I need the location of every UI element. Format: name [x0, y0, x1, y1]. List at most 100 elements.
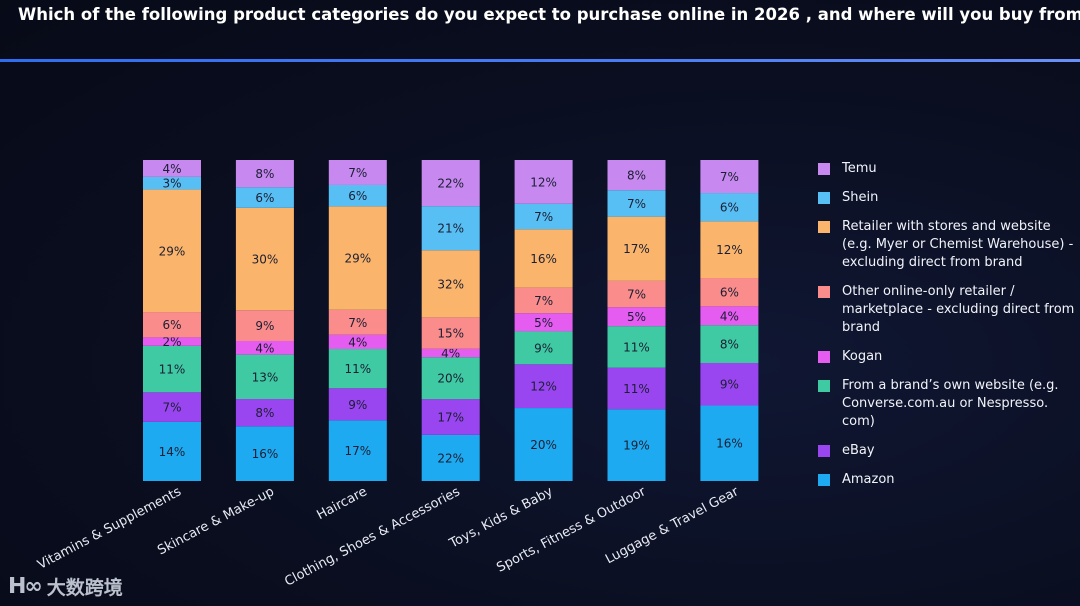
data-label: 4%	[162, 162, 181, 176]
bar-segment-vitamins-supplements-other-online-only-retailer[interactable]	[143, 312, 201, 338]
bar-segment-toys-kids-baby-amazon[interactable]	[514, 408, 573, 481]
bar-segment-sports-fitness-outdoor-temu[interactable]	[607, 160, 666, 191]
data-label: 11%	[623, 382, 650, 396]
bar-segment-toys-kids-baby-kogan[interactable]	[514, 313, 573, 332]
legend-item-brand-website[interactable]: From a brand’s own website (e.g. Convers…	[818, 377, 1078, 431]
bar-segment-sports-fitness-outdoor-ebay[interactable]	[607, 367, 666, 410]
legend-label-other-online: Other online-only retailer / marketplace…	[842, 284, 1075, 335]
bar-segment-vitamins-supplements-amazon[interactable]	[143, 421, 201, 481]
data-label: 12%	[530, 380, 557, 394]
bar-segment-skincare-make-up-ebay[interactable]	[235, 399, 294, 427]
data-label: 4%	[720, 309, 739, 323]
bar-segment-toys-kids-baby-ebay[interactable]	[514, 364, 573, 409]
bar-segment-clothing-shoes-accessories-shein[interactable]	[421, 206, 480, 251]
data-label: 6%	[255, 191, 274, 205]
bar-segment-skincare-make-up-amazon[interactable]	[235, 426, 294, 481]
legend-swatch-brand-website	[818, 380, 830, 392]
legend-swatch-kogan	[818, 351, 830, 363]
bar-segment-luggage-travel-gear-amazon[interactable]	[700, 405, 759, 481]
legend-item-amazon[interactable]: Amazon	[818, 471, 1078, 489]
bar-segment-sports-fitness-outdoor-retailer-with-stores-and-website[interactable]	[607, 216, 666, 281]
x-tick-label: Haircare	[314, 484, 369, 523]
bar-segment-toys-kids-baby-temu[interactable]	[514, 160, 573, 204]
legend-item-other-online[interactable]: Other online-only retailer / marketplace…	[818, 283, 1078, 337]
bar-segment-vitamins-supplements-shein[interactable]	[143, 176, 201, 190]
data-label: 21%	[437, 222, 464, 236]
bar-segment-haircare-from-a-brand-s-own-website[interactable]	[328, 349, 387, 389]
bar-segment-haircare-other-online-only-retailer[interactable]	[328, 309, 387, 335]
data-label: 16%	[252, 447, 279, 461]
legend-item-ebay[interactable]: eBay	[818, 442, 1078, 460]
bar-segment-skincare-make-up-temu[interactable]	[235, 160, 294, 188]
data-label: 14%	[159, 445, 186, 459]
bar-segment-luggage-travel-gear-shein[interactable]	[700, 193, 759, 222]
bar-segment-vitamins-supplements-from-a-brand-s-own-website[interactable]	[143, 345, 201, 393]
legend-label-temu: Temu	[842, 161, 877, 176]
data-label: 7%	[534, 294, 553, 308]
bar-segment-luggage-travel-gear-kogan[interactable]	[700, 306, 759, 326]
bar-segment-clothing-shoes-accessories-kogan[interactable]	[421, 348, 480, 358]
legend-swatch-amazon	[818, 474, 830, 486]
data-label: 22%	[437, 451, 464, 465]
bar-segment-skincare-make-up-shein[interactable]	[235, 187, 294, 208]
data-label: 12%	[530, 175, 557, 189]
bar-segment-haircare-ebay[interactable]	[328, 388, 387, 421]
legend-item-temu[interactable]: Temu	[818, 160, 1078, 178]
legend-item-shein[interactable]: Shein	[818, 189, 1078, 207]
bar-segment-vitamins-supplements-kogan[interactable]	[143, 337, 201, 346]
bar-segment-haircare-retailer-with-stores-and-website[interactable]	[328, 206, 387, 310]
bar-segment-clothing-shoes-accessories-other-online-only-retailer[interactable]	[421, 317, 480, 349]
data-label: 5%	[534, 316, 553, 330]
bar-segment-luggage-travel-gear-ebay[interactable]	[700, 362, 759, 406]
legend-item-retailer[interactable]: Retailer with stores and website (e.g. M…	[818, 218, 1078, 272]
data-label: 8%	[720, 338, 739, 352]
bar-segment-skincare-make-up-retailer-with-stores-and-website[interactable]	[235, 207, 294, 311]
data-label: 29%	[159, 244, 186, 258]
bar-segment-skincare-make-up-kogan[interactable]	[235, 340, 294, 355]
bar-segment-toys-kids-baby-other-online-only-retailer[interactable]	[514, 287, 573, 314]
bar-segment-clothing-shoes-accessories-amazon[interactable]	[421, 434, 480, 481]
bar-segment-luggage-travel-gear-retailer-with-stores-and-website[interactable]	[700, 221, 759, 279]
bar-segment-sports-fitness-outdoor-amazon[interactable]	[607, 409, 666, 481]
data-label: 6%	[348, 189, 367, 203]
bar-segment-skincare-make-up-from-a-brand-s-own-website[interactable]	[235, 354, 294, 400]
bar-segment-toys-kids-baby-from-a-brand-s-own-website[interactable]	[514, 331, 573, 365]
watermark: ᕼ∞ 大数跨境	[8, 573, 123, 600]
data-label: 7%	[720, 170, 739, 184]
data-label: 11%	[623, 340, 650, 354]
bar-segment-luggage-travel-gear-other-online-only-retailer[interactable]	[700, 278, 759, 307]
bar-segment-vitamins-supplements-ebay[interactable]	[143, 392, 201, 422]
bar-segment-sports-fitness-outdoor-other-online-only-retailer[interactable]	[607, 280, 666, 308]
bar-segment-clothing-shoes-accessories-retailer-with-stores-and-website[interactable]	[421, 250, 480, 318]
bar-segment-toys-kids-baby-shein[interactable]	[514, 203, 573, 230]
data-label: 29%	[344, 252, 371, 266]
bar-segment-haircare-kogan[interactable]	[328, 334, 387, 350]
data-label: 11%	[344, 362, 371, 376]
bar-segment-luggage-travel-gear-from-a-brand-s-own-website[interactable]	[700, 325, 759, 363]
bar-segment-clothing-shoes-accessories-temu[interactable]	[421, 160, 480, 207]
data-label: 20%	[530, 438, 557, 452]
bar-segment-sports-fitness-outdoor-kogan[interactable]	[607, 307, 666, 327]
watermark-text: 大数跨境	[46, 577, 123, 599]
legend-swatch-shein	[818, 192, 830, 204]
bar-segment-clothing-shoes-accessories-ebay[interactable]	[421, 399, 480, 435]
data-label: 16%	[530, 252, 557, 266]
bar-segment-luggage-travel-gear-temu[interactable]	[700, 160, 759, 194]
bar-segment-toys-kids-baby-retailer-with-stores-and-website[interactable]	[514, 229, 573, 288]
bar-segment-vitamins-supplements-temu[interactable]	[143, 160, 201, 177]
bar-segment-vitamins-supplements-retailer-with-stores-and-website[interactable]	[143, 189, 201, 313]
bar-segment-haircare-amazon[interactable]	[328, 420, 387, 481]
data-label: 17%	[344, 444, 371, 458]
bar-segment-sports-fitness-outdoor-from-a-brand-s-own-website[interactable]	[607, 326, 666, 368]
data-label: 7%	[627, 288, 646, 302]
bar-segment-skincare-make-up-other-online-only-retailer[interactable]	[235, 310, 294, 341]
data-label: 30%	[252, 253, 279, 267]
bar-segment-clothing-shoes-accessories-from-a-brand-s-own-website[interactable]	[421, 357, 480, 400]
data-label: 6%	[162, 318, 181, 332]
data-label: 4%	[348, 335, 367, 349]
legend-item-kogan[interactable]: Kogan	[818, 348, 1078, 366]
bar-segment-sports-fitness-outdoor-shein[interactable]	[607, 190, 666, 217]
bar-segment-haircare-temu[interactable]	[328, 160, 387, 185]
bar-segment-haircare-shein[interactable]	[328, 184, 387, 207]
data-label: 9%	[348, 398, 367, 412]
